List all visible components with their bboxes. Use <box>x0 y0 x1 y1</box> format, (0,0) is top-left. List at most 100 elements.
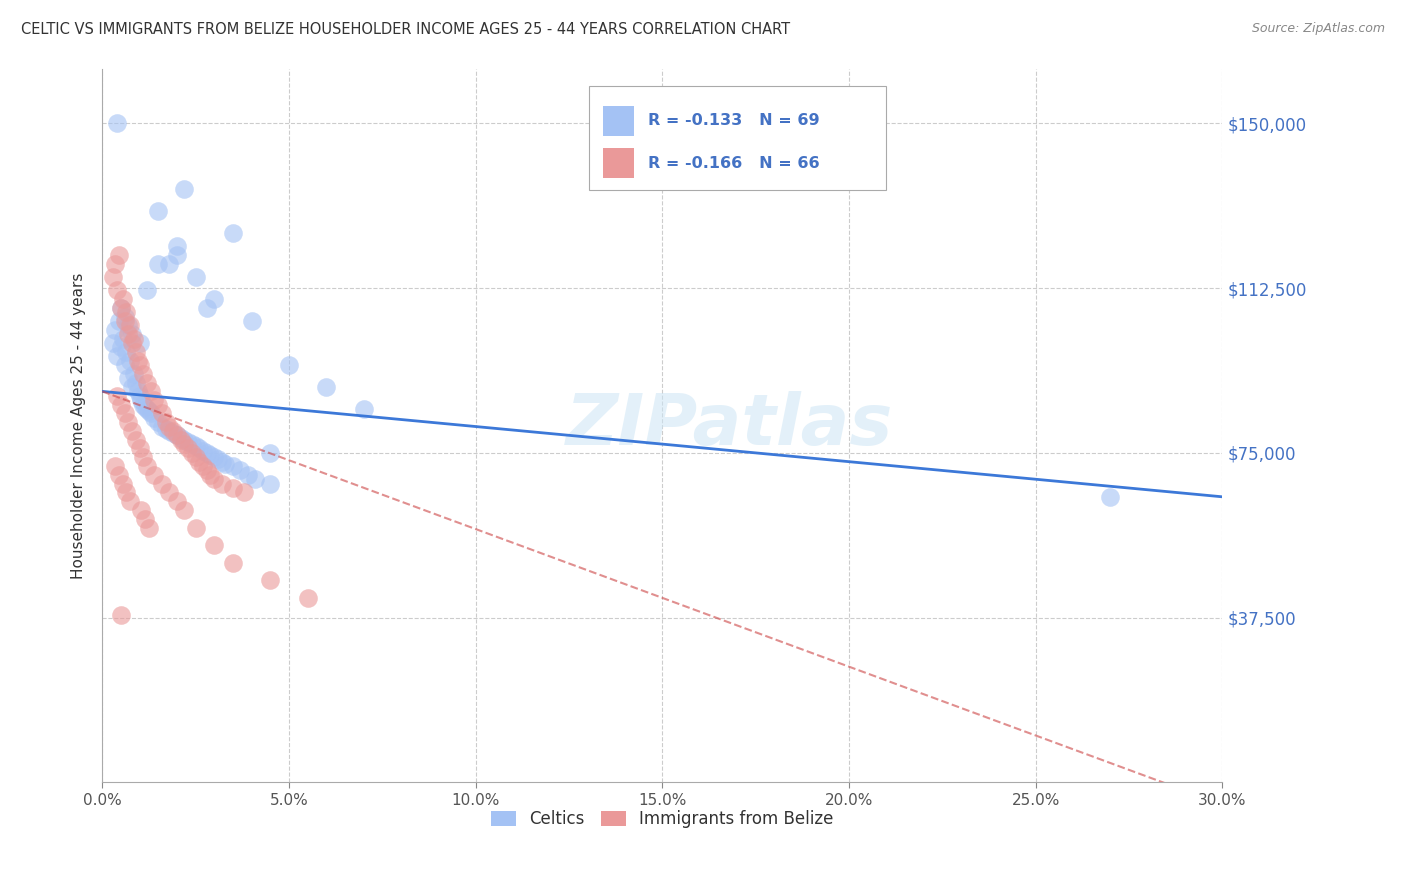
Point <box>169 430 191 444</box>
FancyBboxPatch shape <box>589 87 886 190</box>
Point <box>1099 490 1122 504</box>
Point <box>138 404 160 418</box>
Point <box>128 389 150 403</box>
Point <box>173 437 195 451</box>
Point <box>138 520 160 534</box>
Point <box>195 446 218 460</box>
Point <box>191 458 214 473</box>
Point <box>121 424 143 438</box>
Point <box>148 204 170 219</box>
Point <box>155 415 177 429</box>
Point <box>103 336 125 351</box>
Point <box>177 442 200 456</box>
Point <box>136 284 159 298</box>
Point <box>184 450 207 465</box>
Point <box>155 422 177 436</box>
Point <box>117 415 139 429</box>
Point <box>166 239 188 253</box>
Point <box>162 426 184 441</box>
Point <box>104 323 127 337</box>
Point <box>169 433 191 447</box>
Text: Source: ZipAtlas.com: Source: ZipAtlas.com <box>1251 22 1385 36</box>
Point <box>115 344 138 359</box>
Point <box>159 424 181 438</box>
Point <box>117 318 139 333</box>
Point <box>277 358 299 372</box>
Point <box>188 455 211 469</box>
Point <box>184 270 207 285</box>
Point <box>143 393 166 408</box>
Point <box>236 467 259 482</box>
Point <box>159 485 181 500</box>
Point <box>166 428 188 442</box>
Legend: Celtics, Immigrants from Belize: Celtics, Immigrants from Belize <box>484 804 841 835</box>
Point <box>104 257 127 271</box>
Point <box>180 446 202 460</box>
Point <box>108 467 131 482</box>
Point <box>159 257 181 271</box>
Point <box>127 353 149 368</box>
Point <box>202 450 225 465</box>
Point <box>111 292 134 306</box>
Point <box>105 116 128 130</box>
Y-axis label: Householder Income Ages 25 - 44 years: Householder Income Ages 25 - 44 years <box>72 272 86 579</box>
Point <box>120 318 142 333</box>
Point <box>233 485 256 500</box>
Point <box>110 301 132 315</box>
Point <box>114 310 136 324</box>
Point <box>105 349 128 363</box>
Point <box>117 327 139 342</box>
Point <box>202 292 225 306</box>
Point <box>184 520 207 534</box>
Point <box>159 419 181 434</box>
Point <box>114 358 136 372</box>
Point <box>202 538 225 552</box>
Point <box>200 467 222 482</box>
Point <box>222 556 245 570</box>
Text: R = -0.166   N = 66: R = -0.166 N = 66 <box>648 156 820 171</box>
Point <box>110 398 132 412</box>
Text: R = -0.133   N = 69: R = -0.133 N = 69 <box>648 113 820 128</box>
Point <box>353 401 375 416</box>
Point <box>120 494 142 508</box>
Point <box>121 327 143 342</box>
Point <box>173 433 195 447</box>
Point <box>222 226 245 240</box>
Point <box>200 448 222 462</box>
Point <box>103 270 125 285</box>
Point <box>259 446 281 460</box>
Point <box>134 512 156 526</box>
Point <box>115 485 138 500</box>
Point <box>259 476 281 491</box>
Point <box>128 442 150 456</box>
Point <box>139 406 162 420</box>
Point <box>132 450 155 465</box>
Point <box>184 439 207 453</box>
Point <box>166 428 188 442</box>
Text: CELTIC VS IMMIGRANTS FROM BELIZE HOUSEHOLDER INCOME AGES 25 - 44 YEARS CORRELATI: CELTIC VS IMMIGRANTS FROM BELIZE HOUSEHO… <box>21 22 790 37</box>
Point <box>131 393 153 408</box>
Point <box>139 384 162 399</box>
Point <box>110 341 132 355</box>
Point <box>148 257 170 271</box>
Point <box>125 344 148 359</box>
Point <box>110 301 132 315</box>
Point <box>166 248 188 262</box>
Point <box>128 358 150 372</box>
Point <box>315 380 337 394</box>
Point <box>108 314 131 328</box>
Bar <box>603 148 634 178</box>
Point <box>150 406 173 420</box>
Point <box>229 463 252 477</box>
Point <box>188 442 211 456</box>
Point <box>121 336 143 351</box>
Point <box>211 455 233 469</box>
Point <box>222 458 245 473</box>
Point <box>162 424 184 438</box>
Point <box>117 371 139 385</box>
Point <box>111 332 134 346</box>
Point <box>143 410 166 425</box>
Point <box>173 503 195 517</box>
Point <box>143 467 166 482</box>
Point <box>150 419 173 434</box>
